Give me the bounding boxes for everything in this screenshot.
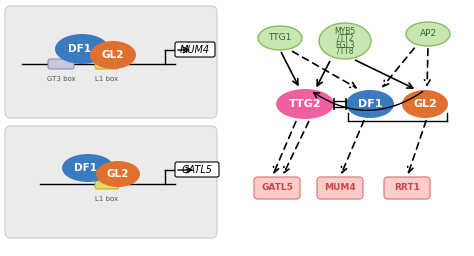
FancyBboxPatch shape — [254, 177, 300, 199]
Text: L1 box: L1 box — [95, 76, 118, 82]
Text: DF1: DF1 — [358, 99, 382, 109]
Text: GT3 box: GT3 box — [46, 76, 75, 82]
FancyBboxPatch shape — [95, 179, 119, 189]
Text: GL2: GL2 — [107, 169, 129, 179]
FancyBboxPatch shape — [317, 177, 363, 199]
Ellipse shape — [346, 90, 394, 118]
Text: AP2: AP2 — [419, 29, 437, 38]
Text: GATL5: GATL5 — [182, 165, 212, 175]
Text: L1 box: L1 box — [95, 196, 118, 202]
Ellipse shape — [90, 41, 136, 69]
Ellipse shape — [96, 161, 140, 187]
Ellipse shape — [55, 34, 109, 64]
FancyBboxPatch shape — [175, 162, 219, 177]
FancyBboxPatch shape — [48, 59, 74, 69]
Text: TTG1: TTG1 — [268, 34, 292, 42]
Ellipse shape — [276, 89, 334, 119]
Ellipse shape — [402, 90, 448, 118]
Text: MUM4: MUM4 — [180, 45, 210, 55]
Text: GL2: GL2 — [413, 99, 437, 109]
Text: DF1: DF1 — [74, 163, 98, 173]
Ellipse shape — [62, 154, 114, 182]
Text: MUM4: MUM4 — [324, 184, 356, 193]
Text: MYB5: MYB5 — [334, 27, 356, 37]
Ellipse shape — [258, 26, 302, 50]
Text: GATL5: GATL5 — [261, 184, 293, 193]
Text: EGL3: EGL3 — [335, 40, 355, 49]
FancyBboxPatch shape — [384, 177, 430, 199]
Text: DF1: DF1 — [69, 44, 91, 54]
FancyArrowPatch shape — [314, 92, 423, 110]
Ellipse shape — [406, 22, 450, 46]
Text: /TT8: /TT8 — [337, 47, 353, 56]
Text: TTG2: TTG2 — [289, 99, 321, 109]
FancyBboxPatch shape — [5, 6, 217, 118]
Text: GL2: GL2 — [102, 50, 124, 60]
FancyBboxPatch shape — [95, 59, 119, 69]
FancyBboxPatch shape — [5, 126, 217, 238]
Text: RRT1: RRT1 — [394, 184, 420, 193]
Text: /TT2: /TT2 — [337, 34, 353, 42]
FancyBboxPatch shape — [175, 42, 215, 57]
Ellipse shape — [319, 23, 371, 59]
